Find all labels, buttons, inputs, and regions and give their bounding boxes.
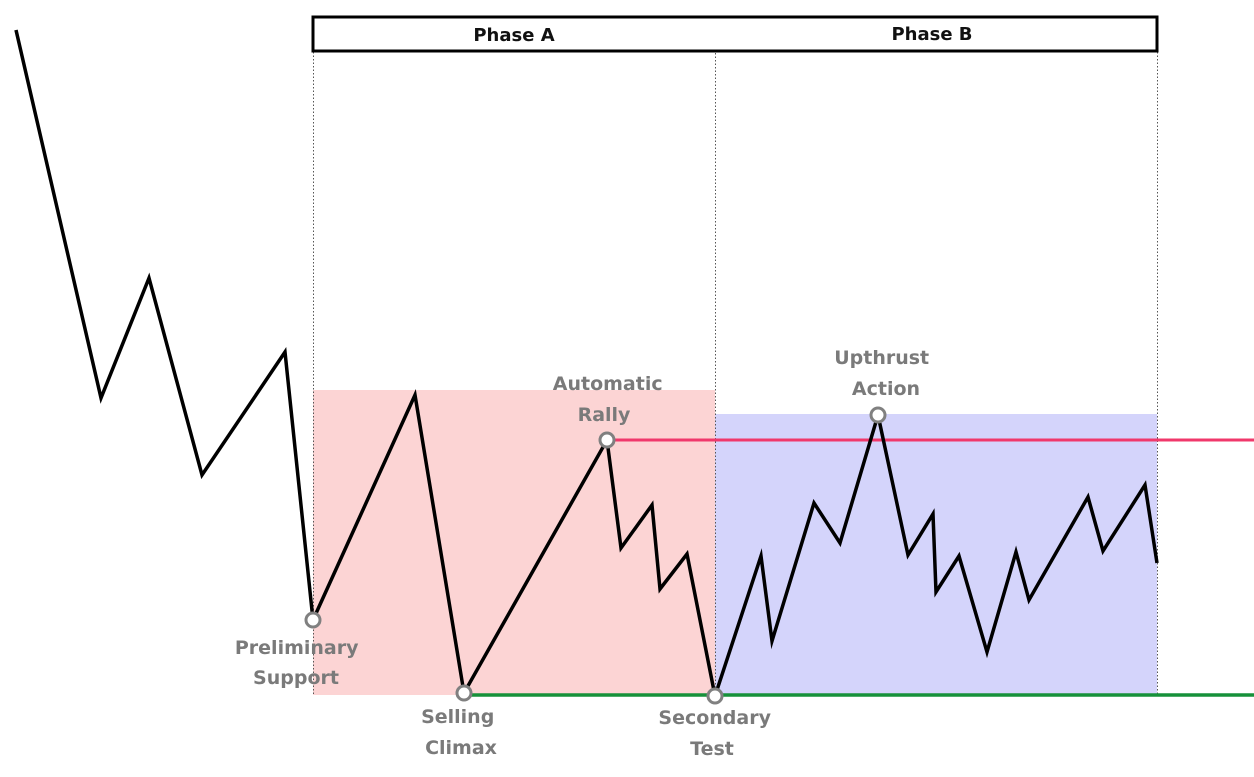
- automatic-rally-marker: [598, 431, 616, 449]
- automatic-rally-label: Automatic Rally: [553, 373, 669, 426]
- secondary-test-label: Secondary Test: [658, 707, 777, 760]
- preliminary-support-label-line1: Preliminary: [235, 637, 359, 659]
- secondary-test-label-line1: Secondary: [658, 707, 771, 729]
- upthrust-action-label-line1: Upthrust: [834, 347, 929, 369]
- price-line: [14, 29, 1159, 703]
- secondary-test-label-line2: Test: [690, 738, 734, 760]
- automatic-rally-label-line2: Rally: [578, 404, 631, 426]
- selling-climax-marker: [455, 684, 473, 702]
- preliminary-support-label-line2: Support: [253, 667, 339, 689]
- phase-a-title: Phase A: [473, 25, 554, 46]
- selling-climax-label-line1: Selling: [421, 706, 494, 728]
- upthrust-action-label: Upthrust Action: [834, 347, 936, 400]
- automatic-rally-label-line1: Automatic: [553, 373, 663, 395]
- phase-header-box: [311, 15, 1159, 53]
- upthrust-action-marker: [869, 406, 887, 424]
- phase-b-title: Phase B: [891, 24, 972, 45]
- selling-climax-label: Selling Climax: [421, 706, 501, 759]
- phase-header: Phase A Phase B: [311, 15, 1159, 53]
- upthrust-action-label-line2: Action: [852, 378, 920, 400]
- secondary-test-marker: [706, 687, 724, 705]
- preliminary-support-marker: [304, 611, 322, 629]
- selling-climax-label-line2: Climax: [425, 737, 497, 759]
- event-markers: [304, 406, 887, 705]
- preliminary-support-label: Preliminary Support: [235, 637, 365, 689]
- phase-dividers: [313, 18, 1158, 695]
